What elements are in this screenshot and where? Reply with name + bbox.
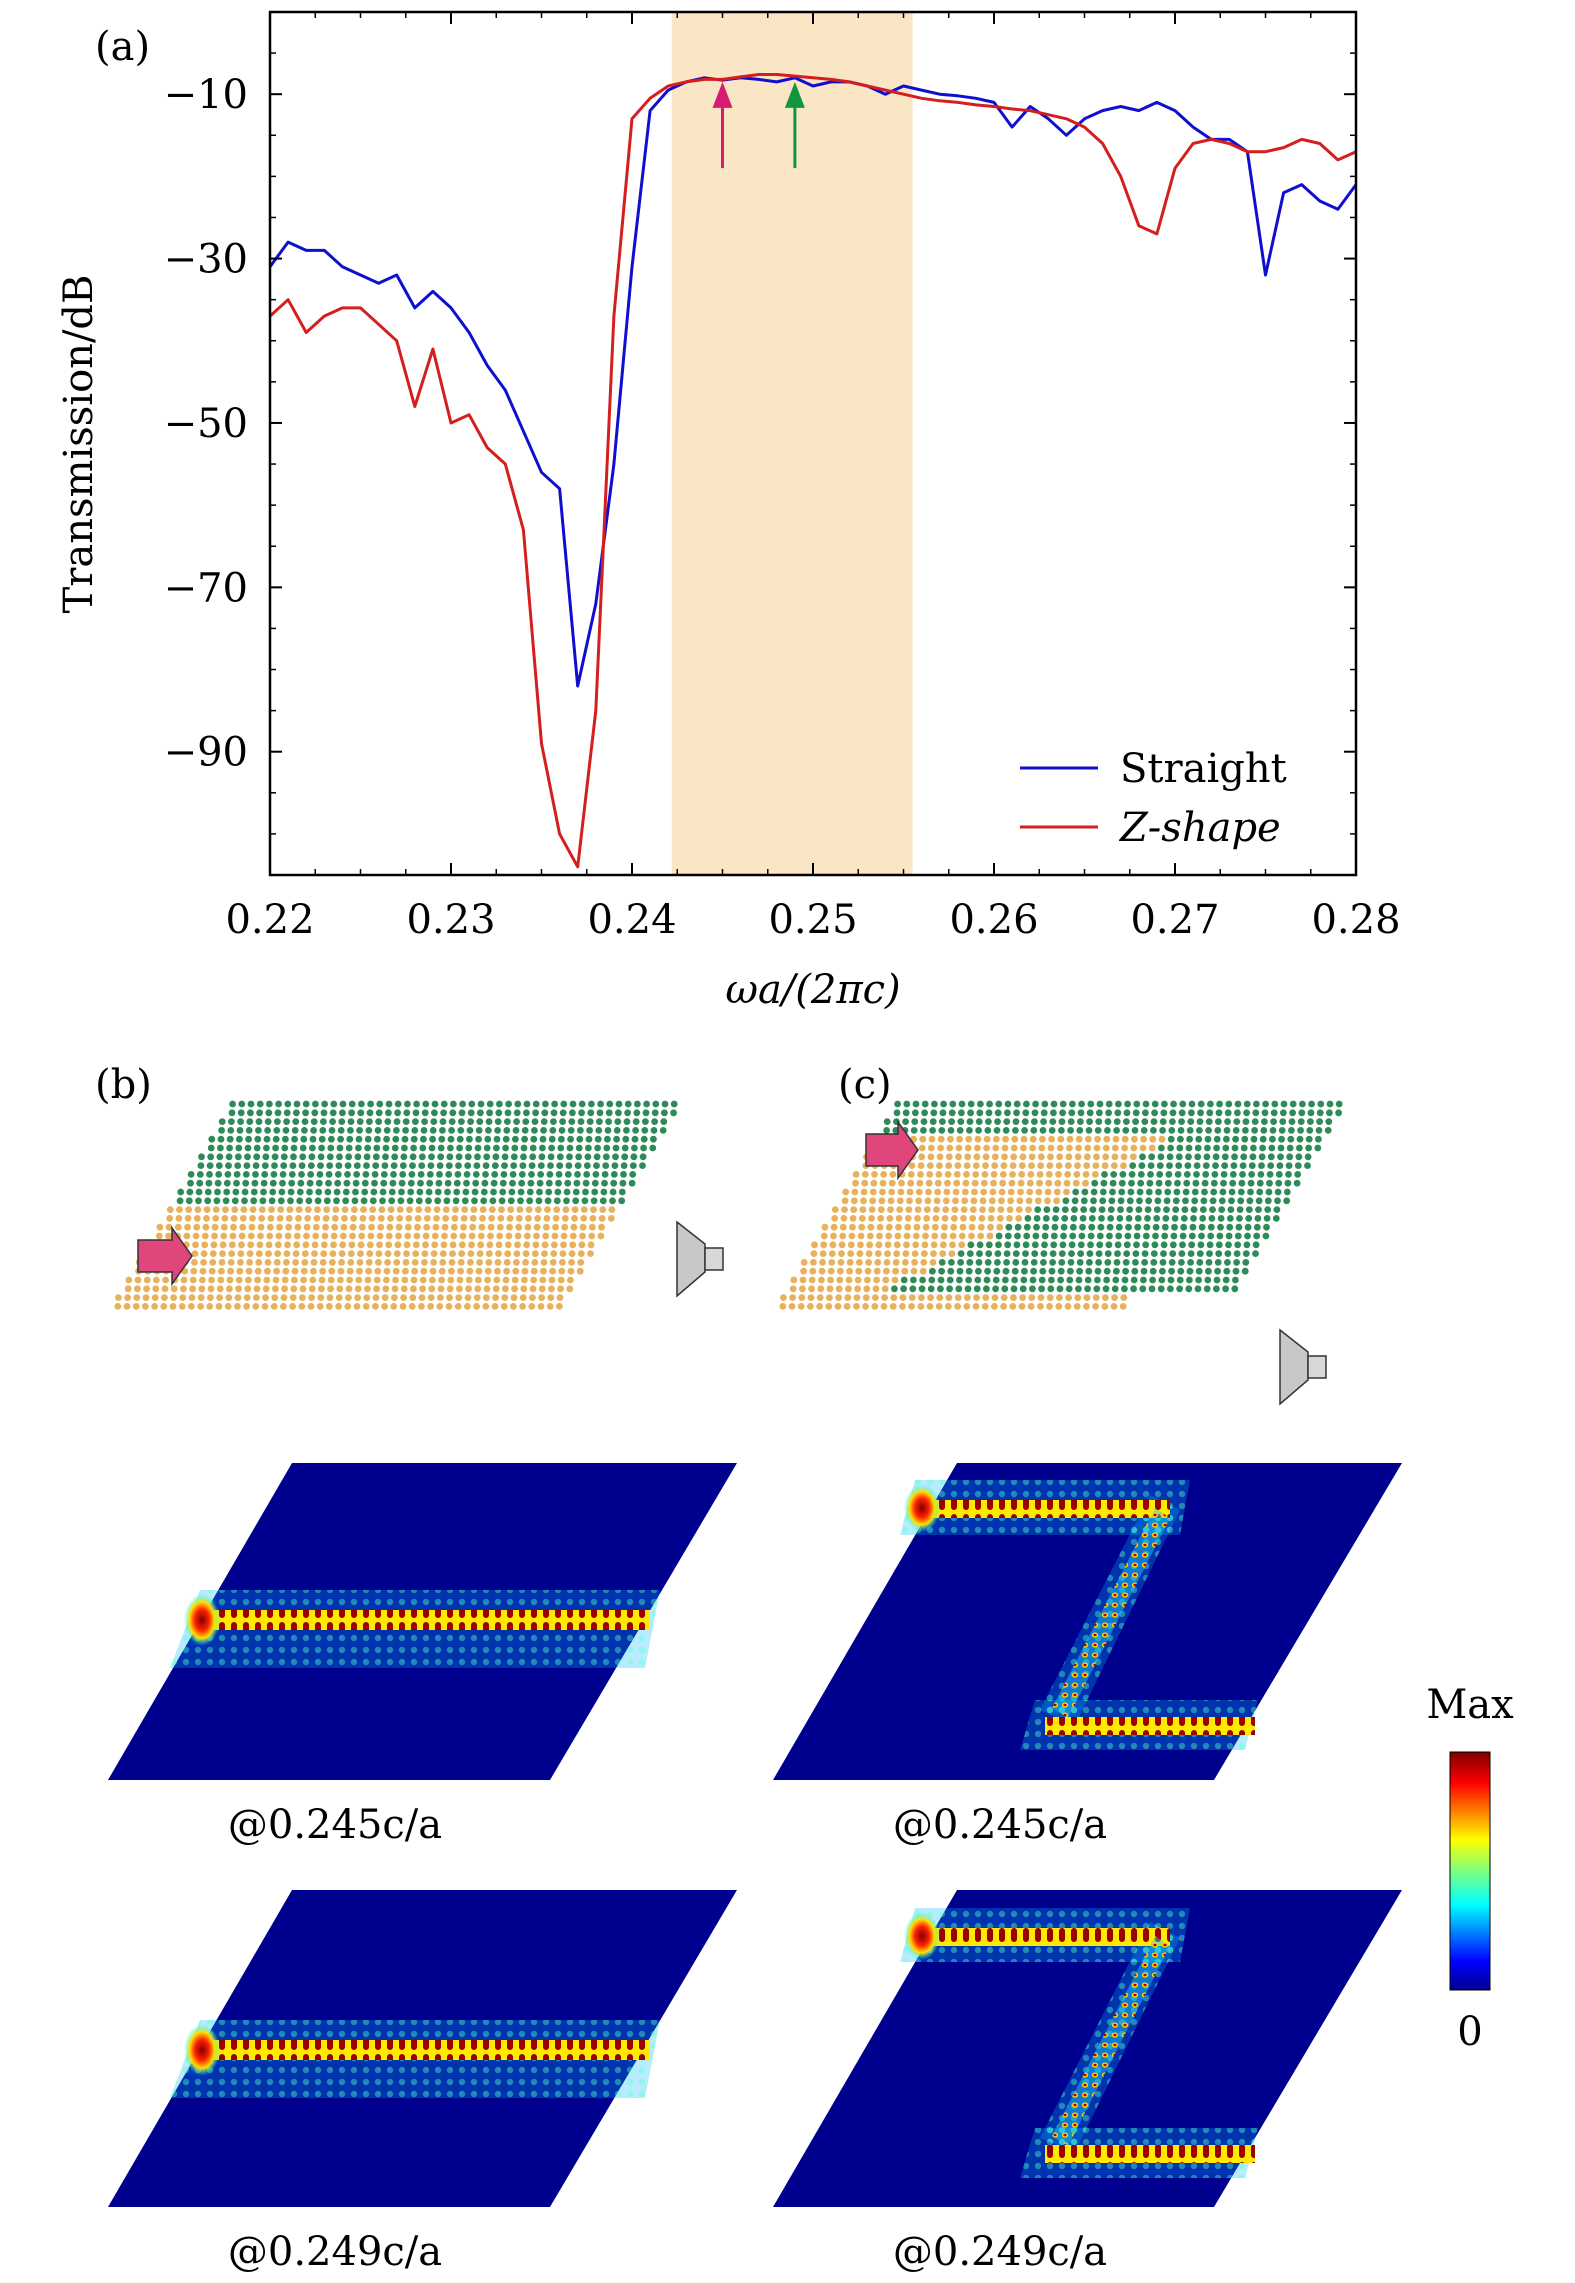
y-tick-label: −30 [164, 237, 248, 283]
x-axis-ticks: 0.22 0.23 0.24 0.25 0.26 0.27 0.28 [225, 12, 1401, 943]
caption-b-0245: @0.245c/a [228, 1802, 442, 1848]
highlight-band-layer [671, 12, 913, 875]
legend-label-straight: Straight [1120, 746, 1287, 792]
y-tick-label: −70 [164, 565, 248, 611]
colorbar-gradient [1449, 1751, 1491, 1991]
x-tick-label: 0.23 [406, 897, 495, 943]
field-map-zshape-0249 [773, 1890, 1402, 2207]
x-tick-label: 0.22 [225, 897, 314, 943]
panel-label-b: (b) [95, 1062, 152, 1108]
caption-b-0249: @0.249c/a [228, 2229, 442, 2275]
speaker-detector-icon [676, 1220, 724, 1298]
photonic-lattice-zshape [779, 1100, 1343, 1310]
frequency-marker-arrow-1 [712, 81, 733, 169]
highlight-band [671, 12, 913, 875]
y-axis-ticks: −10 −30 −50 −70 −90 [164, 11, 1356, 835]
y-tick-label: −90 [164, 730, 248, 776]
field-map-straight-0245 [108, 1463, 737, 1780]
y-tick-label: −50 [164, 401, 248, 447]
x-tick-label: 0.27 [1130, 897, 1219, 943]
transmission-chart: (a) 0.22 0.23 0.24 0.25 0.26 0.27 0.28 −10−30−… [56, 10, 1401, 1013]
panel-label-c: (c) [838, 1062, 892, 1108]
lattice-diagram-straight [114, 1100, 724, 1310]
x-tick-label: 0.26 [949, 897, 1038, 943]
frequency-marker-arrow-2 [784, 81, 805, 169]
y-tick-label: −10 [164, 72, 248, 118]
series-layer [270, 73, 1356, 869]
y-axis-label: Transmission/dB [56, 275, 102, 614]
panel-c: (c) @0.245c/a [773, 1062, 1402, 2275]
colorbar-max-label: Max [1426, 1682, 1514, 1728]
panel-label-a: (a) [95, 24, 150, 70]
x-tick-label: 0.24 [587, 897, 676, 943]
speaker-detector-icon [1279, 1328, 1327, 1406]
series-line-straight [270, 76, 1356, 688]
legend-label-zshape: Z-shape [1118, 805, 1281, 851]
panel-b: (b) @0.245c/a @0.249c/a [95, 1062, 737, 2275]
caption-c-0249: @0.249c/a [893, 2229, 1107, 2275]
x-axis-label: ωa/(2πc) [725, 967, 900, 1013]
arrow-layer [712, 81, 805, 169]
photonic-lattice-straight [114, 1100, 678, 1310]
series-line-zshape [270, 73, 1356, 869]
lattice-diagram-zshape [779, 1100, 1343, 1406]
x-tick-label: 0.25 [768, 897, 857, 943]
field-map-straight-0249 [108, 1890, 737, 2207]
colorbar-min-label: 0 [1457, 2009, 1482, 2055]
source-arrow-icon [865, 1119, 919, 1181]
x-tick-label: 0.28 [1311, 897, 1400, 943]
colorbar: Max 0 [1426, 1682, 1514, 2055]
caption-c-0245: @0.245c/a [893, 1802, 1107, 1848]
field-map-zshape-0245 [773, 1463, 1402, 1780]
legend: Straight Z-shape [1020, 746, 1287, 851]
source-arrow-icon [137, 1225, 193, 1287]
